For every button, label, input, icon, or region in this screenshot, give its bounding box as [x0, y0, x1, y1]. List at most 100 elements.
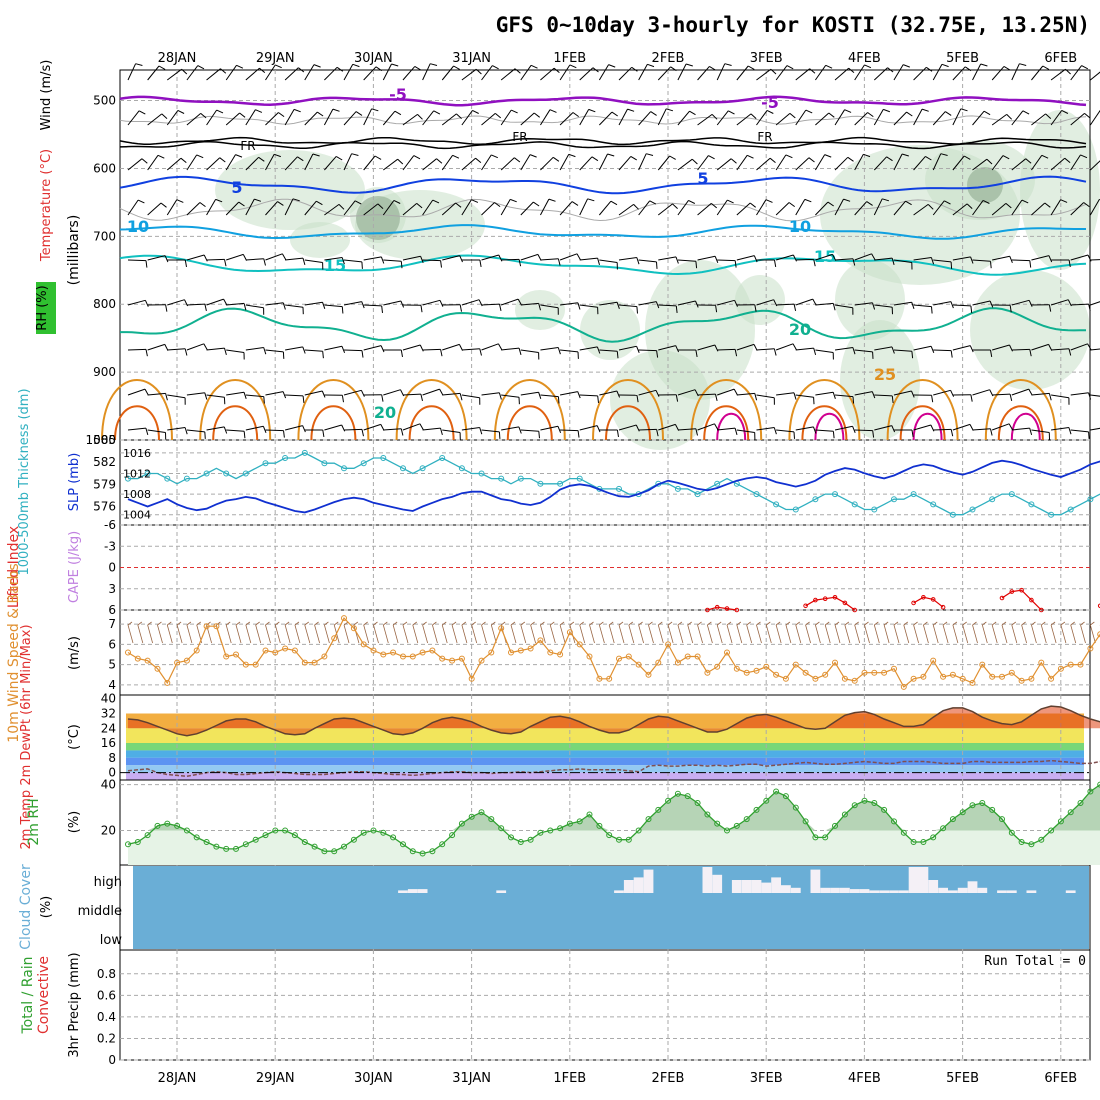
wind-barb	[304, 64, 315, 81]
wind-barb-flag	[297, 156, 304, 162]
wind-barb	[540, 109, 551, 126]
rh2m-line-marker	[350, 836, 357, 843]
wind-barb-flag	[354, 200, 362, 205]
wind-barb-flag	[549, 109, 557, 113]
slp-line-marker	[989, 496, 996, 503]
wind-barb-flag	[275, 64, 282, 69]
rh2m-line-marker	[213, 843, 220, 850]
slp-line-marker	[891, 496, 897, 503]
rh2m-line-marker	[144, 832, 151, 839]
wind-barb-flag	[843, 198, 851, 202]
wind-barb-flag	[491, 154, 498, 159]
wind-barb	[186, 113, 202, 126]
wind-barb	[167, 299, 185, 306]
rh2m-line-marker	[498, 825, 505, 832]
cape-axis-label: CAPE (J/kg)	[67, 531, 82, 603]
wind-barb-flag	[1029, 427, 1033, 436]
slp-line-marker	[694, 491, 701, 498]
wind-barb-flag	[689, 110, 696, 116]
cloud-high-bar	[997, 890, 1007, 893]
wind-barb-flag	[591, 156, 599, 162]
lifted-index-marker	[813, 597, 818, 603]
wind-barb	[579, 304, 598, 308]
wind-barb-flag	[616, 390, 621, 398]
wind-barb-flag	[145, 260, 148, 268]
wind10m-barb	[471, 624, 478, 644]
wind-barb	[598, 64, 610, 81]
wind-barb-flag	[1088, 392, 1092, 400]
wind-barb-flag	[986, 158, 993, 165]
lifted-index-marker	[842, 600, 848, 606]
wind-barb-flag	[749, 202, 757, 208]
wind10m-barb	[726, 624, 733, 644]
wind-barb	[461, 110, 473, 126]
wind-barb-flag	[553, 67, 560, 73]
wind-barb	[147, 429, 166, 433]
wind-barb	[1031, 255, 1050, 261]
wind-barb	[559, 201, 573, 216]
rh2m-line-marker	[291, 832, 298, 839]
wind-barb-flag	[517, 298, 523, 306]
lifted-index-marker	[822, 596, 828, 602]
wind-barb-flag	[1002, 155, 1010, 160]
cloud-level-label: high	[94, 875, 122, 890]
cloud-high-bar	[417, 889, 428, 893]
slp-line-marker	[949, 511, 956, 518]
wind-barb	[873, 109, 884, 126]
wind-barb	[814, 65, 827, 81]
contour-20	[120, 307, 1087, 343]
wind-barb-flag	[882, 198, 890, 202]
wind-barb-flag	[808, 157, 815, 163]
wind10m-barb	[638, 624, 644, 644]
wind-barb	[442, 429, 461, 433]
wind-barb	[225, 201, 240, 216]
wind-barb	[127, 158, 143, 171]
slp-tick: 1008	[123, 488, 151, 501]
wind-barb	[481, 429, 500, 433]
wind-barb-flag	[292, 198, 300, 202]
wind10m-line-marker	[655, 659, 662, 666]
wind-barb	[677, 110, 690, 126]
wind-barb	[383, 389, 401, 396]
wind-barb-flag	[1003, 65, 1011, 71]
wind-barb	[579, 156, 593, 171]
wind10m-line-marker	[1087, 645, 1094, 652]
wind-barb	[245, 67, 260, 81]
wind-barb	[422, 348, 441, 351]
wind10m-axis-label: 10m Wind Speed & Barbs	[6, 563, 22, 742]
wind10m-line-marker	[881, 669, 888, 676]
wind10m-line-marker	[665, 641, 672, 648]
wind-barb	[1070, 303, 1089, 306]
rh2m-line-marker	[881, 806, 888, 813]
wind-barb-flag	[254, 198, 262, 202]
wind-barb	[913, 156, 926, 171]
wind10m-line-marker	[262, 647, 269, 654]
wind10m-barb-flag	[550, 621, 555, 626]
date-label-top: 4FEB	[848, 51, 881, 66]
wind-barb	[579, 67, 594, 81]
wind10m-barb	[1001, 624, 1008, 644]
wind-barb-flag	[970, 305, 973, 313]
slp-line-marker	[1028, 501, 1035, 508]
wind-barb-flag	[322, 351, 324, 359]
wind-barb-flag	[675, 305, 678, 313]
wind10m-barb	[137, 624, 144, 644]
wind-barb	[638, 111, 652, 126]
wind-barb-flag	[322, 429, 325, 437]
wind10m-barb-flag	[324, 621, 329, 626]
wind-barb	[284, 67, 299, 81]
wind-barb-flag	[695, 349, 698, 357]
rh2m-line-marker	[704, 811, 711, 818]
wind10m-barb	[913, 624, 919, 644]
wind-barb	[893, 200, 906, 216]
contour-35	[716, 412, 747, 441]
wind-barb-flag	[157, 154, 165, 159]
wind-barb-flag	[610, 200, 618, 206]
wind10m-barb-flag	[736, 621, 742, 626]
wind-barb	[657, 108, 667, 126]
wind-barb-flag	[766, 109, 774, 114]
wind10m-barb-flag	[392, 621, 398, 626]
wind10m-line-marker	[508, 649, 514, 656]
wind10m-barb-flag	[648, 621, 653, 626]
